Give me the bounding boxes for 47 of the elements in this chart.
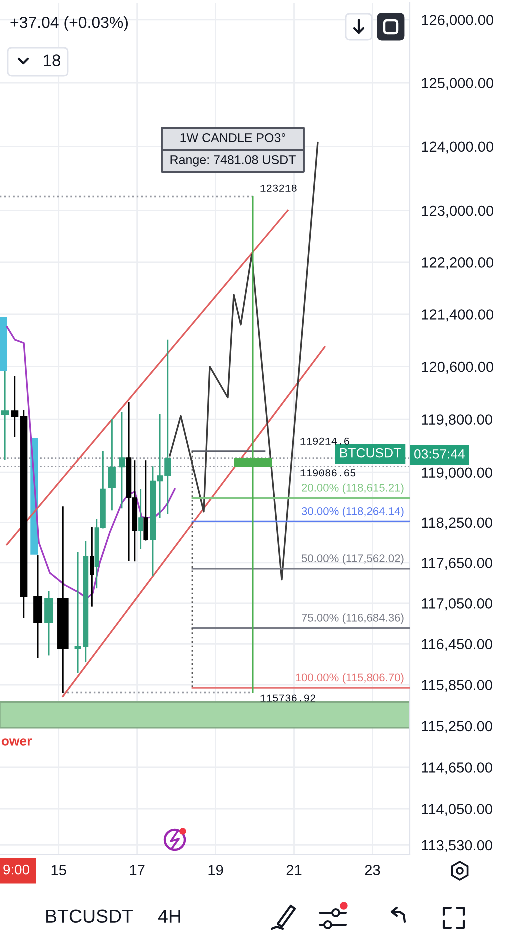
y-tick-label: 119,000.00 xyxy=(422,468,492,480)
annotation: +37.04 (+0.03%) xyxy=(10,16,128,32)
series-label: 50.00% (117,562.02) xyxy=(302,554,404,565)
annotation: 119086.65 xyxy=(300,470,356,477)
series-label: 75.00% (116,684.36) xyxy=(302,614,404,624)
series-label: 20.00% (118,615.21) xyxy=(302,484,404,494)
y-tick-label: 125,000.00 xyxy=(422,78,494,90)
y-tick-label: 116,450.00 xyxy=(422,639,492,652)
series-label: 100.00% (115,806.70) xyxy=(296,673,404,684)
x-tick-label: 21 xyxy=(286,865,302,876)
annotation: 123218 xyxy=(260,184,297,192)
y-tick-label: 123,000.00 xyxy=(422,206,494,218)
text: BTCUSDT xyxy=(46,910,134,924)
annotation: 119214.6 xyxy=(300,438,350,445)
series-label: 30.00% (118,264.14) xyxy=(302,507,404,518)
candlestick xyxy=(108,419,116,511)
x-tick-label: 17 xyxy=(130,865,145,876)
annotation: Range: 7481.08 USDT xyxy=(170,156,296,167)
x-tick-label: 15 xyxy=(52,865,66,876)
ref-line-label: BTCUSDT xyxy=(340,448,402,458)
y-tick-label: 117,650.00 xyxy=(422,558,492,570)
line-series xyxy=(6,326,176,600)
annotation: 18 xyxy=(44,54,61,66)
y-tick-label: 115,850.00 xyxy=(422,680,492,692)
y-tick-label: 117,050.00 xyxy=(422,598,492,611)
x-tick-label: 23 xyxy=(365,865,380,876)
y-tick-label: 119,800.00 xyxy=(422,414,492,427)
y-tick-label: 122,200.00 xyxy=(422,258,494,270)
annotation: 1W CANDLE PO3° xyxy=(180,134,286,142)
y-tick-label: 124,000.00 xyxy=(422,142,494,154)
text: 03:57:44 xyxy=(414,450,465,459)
text: 9:00 xyxy=(4,864,30,875)
y-tick-label: 118,250.00 xyxy=(422,518,492,530)
y-tick-label: 121,400.00 xyxy=(422,310,494,322)
y-tick-label: 114,050.00 xyxy=(422,804,492,816)
y-tick-label: 126,000.00 xyxy=(422,15,494,28)
annotation: 115736.92 xyxy=(260,694,316,702)
text: 4H xyxy=(158,910,180,923)
y-tick-label: 113,530.00 xyxy=(422,840,492,852)
y-tick-label: 115,250.00 xyxy=(422,721,492,734)
y-tick-label: 120,600.00 xyxy=(422,362,494,374)
y-tick-label: 114,650.00 xyxy=(422,762,492,775)
band-label: ower xyxy=(2,738,32,746)
candlestick xyxy=(119,412,126,509)
candlestick xyxy=(144,460,148,541)
candlestick xyxy=(138,489,144,550)
x-tick-label: 19 xyxy=(208,865,224,876)
